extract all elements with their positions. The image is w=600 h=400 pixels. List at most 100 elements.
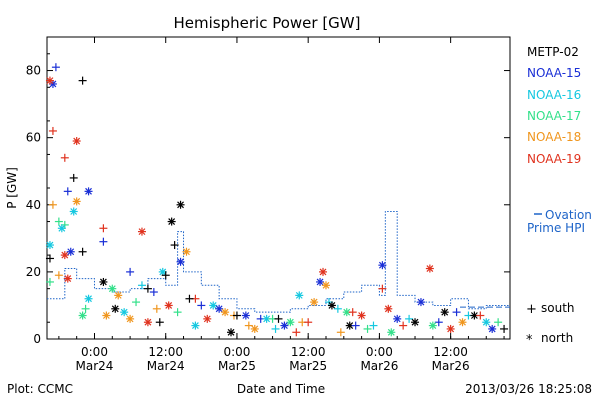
x-tick-date-label: Mar24 bbox=[147, 359, 185, 373]
data-point-south bbox=[232, 311, 241, 320]
data-point-south bbox=[304, 318, 313, 327]
legend-item-noaa-15: NOAA-15 bbox=[527, 66, 581, 80]
legend-north-label: north bbox=[541, 331, 573, 345]
data-point-south bbox=[48, 126, 57, 135]
data-point-south bbox=[500, 324, 509, 333]
data-point-north bbox=[114, 291, 123, 300]
data-points bbox=[45, 63, 509, 337]
data-point-north bbox=[72, 137, 81, 146]
data-point-north bbox=[387, 328, 396, 337]
x-tick-label: 0:00 bbox=[366, 345, 393, 359]
data-point-north bbox=[416, 298, 425, 307]
data-point-south bbox=[78, 76, 87, 85]
legend-item-noaa-17: NOAA-17 bbox=[527, 109, 581, 123]
x-tick-label: 12:00 bbox=[148, 345, 183, 359]
data-point-south bbox=[476, 311, 485, 320]
x-tick-label: 12:00 bbox=[433, 345, 468, 359]
data-point-south bbox=[405, 314, 414, 323]
x-tick-date-label: Mar26 bbox=[360, 359, 398, 373]
data-point-north bbox=[482, 318, 491, 327]
legend-south-label: south bbox=[541, 301, 575, 315]
data-point-north bbox=[99, 277, 108, 286]
data-point-north bbox=[164, 301, 173, 310]
x-axis-label: Date and Time bbox=[237, 382, 325, 396]
data-point-south bbox=[54, 271, 63, 280]
data-point-south bbox=[63, 187, 72, 196]
legend-item-metp-02: METP-02 bbox=[527, 45, 579, 59]
data-point-south bbox=[51, 63, 60, 72]
data-point-north bbox=[63, 274, 72, 283]
legend-item-noaa-18: NOAA-18 bbox=[527, 130, 581, 144]
data-point-south bbox=[170, 241, 179, 250]
data-point-north bbox=[111, 304, 120, 313]
data-point-north bbox=[286, 318, 295, 327]
data-point-north bbox=[108, 284, 117, 293]
data-point-south bbox=[149, 288, 158, 297]
x-tick-date-label: Mar24 bbox=[76, 359, 114, 373]
data-point-north bbox=[102, 311, 111, 320]
data-point-north bbox=[428, 321, 437, 330]
data-point-north bbox=[321, 281, 330, 290]
data-point-south bbox=[434, 318, 443, 327]
data-point-south bbox=[126, 267, 135, 276]
data-point-north bbox=[425, 264, 434, 273]
data-point-south bbox=[494, 318, 503, 327]
data-point-south bbox=[143, 284, 152, 293]
ovation-hpi-step-line bbox=[47, 210, 510, 313]
data-point-north bbox=[241, 311, 250, 320]
data-point-south bbox=[48, 200, 57, 209]
data-point-south bbox=[363, 324, 372, 333]
x-tick-date-label: Mar26 bbox=[432, 359, 470, 373]
data-point-north bbox=[60, 251, 69, 260]
y-axis-label: P [GW] bbox=[5, 167, 19, 209]
data-point-north bbox=[227, 328, 236, 337]
data-point-south bbox=[78, 247, 87, 256]
data-point-north bbox=[327, 301, 336, 310]
data-point-north bbox=[384, 304, 393, 313]
data-point-north bbox=[137, 227, 146, 236]
data-point-north bbox=[209, 301, 218, 310]
data-point-north bbox=[280, 321, 289, 330]
data-point-south bbox=[99, 237, 108, 246]
plot-credit: Plot: CCMC bbox=[7, 382, 73, 396]
data-point-south bbox=[81, 304, 90, 313]
data-point-south bbox=[274, 314, 283, 323]
data-point-north bbox=[45, 76, 54, 85]
data-point-south bbox=[152, 304, 161, 313]
data-point-north bbox=[203, 314, 212, 323]
y-tick-label: 60 bbox=[26, 131, 41, 145]
data-point-south bbox=[99, 224, 108, 233]
x-tick-label: 0:00 bbox=[81, 345, 108, 359]
data-point-north bbox=[143, 318, 152, 327]
data-point-north bbox=[84, 187, 93, 196]
data-point-north bbox=[316, 277, 325, 286]
data-point-south bbox=[351, 321, 360, 330]
data-point-south bbox=[336, 328, 345, 337]
data-point-north bbox=[319, 267, 328, 276]
data-point-north bbox=[446, 324, 455, 333]
data-point-north bbox=[69, 207, 78, 216]
x-tick-date-label: Mar25 bbox=[289, 359, 327, 373]
data-point-north bbox=[167, 217, 176, 226]
legend: METP-02 NOAA-15 NOAA-16 NOAA-17 NOAA-18 … bbox=[526, 45, 592, 348]
data-point-north bbox=[176, 257, 185, 266]
data-point-north bbox=[440, 308, 449, 317]
data-point-south bbox=[244, 321, 253, 330]
legend-south-symbol: + bbox=[526, 302, 537, 317]
data-point-south bbox=[452, 308, 461, 317]
data-point-north bbox=[66, 247, 75, 256]
y-tick-label: 0 bbox=[33, 332, 41, 346]
data-point-south bbox=[45, 254, 54, 263]
data-point-north bbox=[345, 321, 354, 330]
data-point-south bbox=[378, 284, 387, 293]
data-point-north bbox=[411, 318, 420, 327]
data-point-south bbox=[54, 217, 63, 226]
data-point-south bbox=[399, 321, 408, 330]
chart-title: Hemispheric Power [GW] bbox=[174, 14, 361, 32]
y-tick-label: 80 bbox=[26, 64, 41, 78]
ovation-hpi-line bbox=[47, 210, 510, 313]
data-point-south bbox=[161, 271, 170, 280]
data-point-south bbox=[132, 298, 141, 307]
x-tick-label: 12:00 bbox=[291, 345, 326, 359]
